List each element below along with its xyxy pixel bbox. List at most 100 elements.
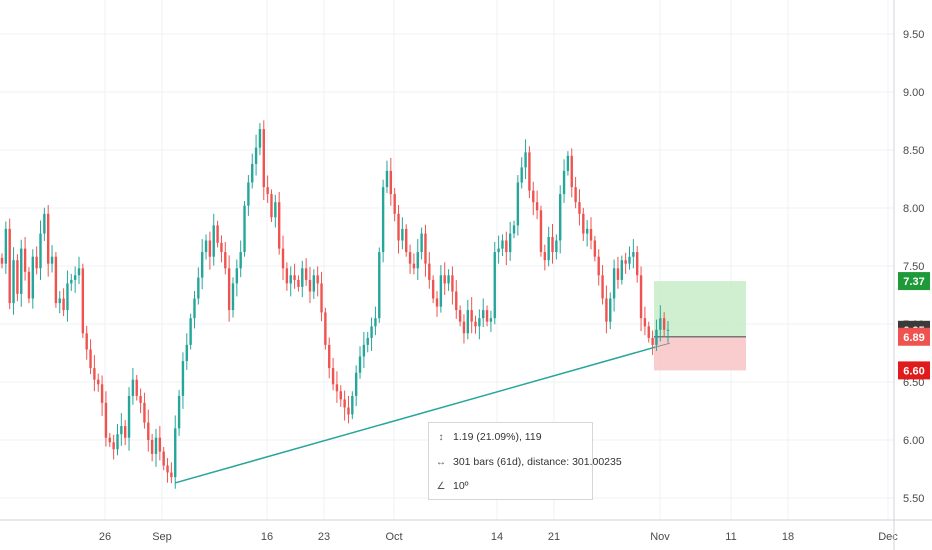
candle-body — [493, 252, 496, 319]
candle-body — [274, 202, 277, 218]
long-position-tool[interactable] — [654, 281, 746, 371]
candle-body — [266, 187, 269, 195]
horizontal-range-icon: ↔ — [436, 456, 446, 468]
candle-body — [443, 275, 446, 284]
price-tag-bg — [898, 361, 930, 380]
candle-body — [16, 260, 19, 294]
candle-body — [231, 283, 235, 311]
candle-body — [431, 279, 435, 299]
candle-body — [466, 310, 470, 334]
candle-body — [647, 326, 650, 338]
candle-body — [589, 228, 593, 241]
candle-body — [254, 147, 258, 164]
angle-row: ∠ 10º — [435, 480, 469, 492]
candle-body — [247, 182, 250, 206]
candle-body — [455, 291, 458, 311]
candle-body — [304, 268, 308, 280]
candle-body — [420, 233, 423, 253]
candle-body — [489, 318, 493, 322]
candle-body — [428, 263, 431, 280]
candle-body — [470, 310, 473, 322]
candle-body — [620, 260, 624, 280]
candle-body — [478, 318, 481, 327]
candle-body — [43, 213, 46, 234]
candle-body — [235, 268, 239, 284]
candle-body — [147, 422, 150, 440]
candle-body — [50, 256, 54, 264]
candle-body — [108, 437, 111, 443]
candle-body — [543, 252, 547, 261]
candle-body — [297, 279, 300, 287]
candle-body — [135, 379, 138, 396]
trendline-segment[interactable] — [174, 346, 656, 484]
candle-body — [208, 240, 212, 257]
candle-body — [123, 426, 127, 438]
candle-body — [312, 275, 316, 292]
profit-zone[interactable] — [654, 281, 746, 337]
candle-body — [485, 310, 489, 322]
candle-body — [516, 182, 520, 226]
candle-body — [197, 277, 200, 299]
price-tag-label: 6.89 — [903, 332, 924, 344]
candle-body — [120, 426, 123, 435]
y-tick-label: 9.00 — [903, 87, 924, 99]
vertical-range-icon: ↕ — [438, 431, 444, 443]
loss-zone[interactable] — [654, 336, 746, 371]
candle-body — [204, 240, 208, 253]
x-tick-label: 21 — [548, 531, 560, 543]
candle-body — [562, 170, 566, 195]
candle-body — [70, 279, 73, 284]
candle-body — [354, 372, 358, 396]
price-tag-label: 7.37 — [903, 276, 924, 288]
x-tick-label: 14 — [491, 531, 503, 543]
candle-body — [174, 428, 177, 478]
x-tick-label: 11 — [725, 531, 736, 543]
y-tick-label: 8.50 — [903, 145, 924, 157]
candle-body — [462, 321, 466, 334]
y-tick-label: 6.00 — [903, 435, 924, 447]
candle-body — [612, 268, 616, 299]
candle-body — [393, 194, 396, 214]
candle-body — [624, 260, 627, 264]
candle-body — [331, 368, 335, 385]
candle-body — [370, 326, 373, 338]
candle-body — [601, 275, 604, 299]
candle-body — [651, 337, 654, 345]
candle-body — [166, 465, 169, 473]
candle-body — [170, 472, 173, 478]
candle-body — [131, 379, 135, 396]
candle-body — [385, 170, 389, 188]
candle-body — [93, 368, 96, 380]
y-tick-label: 6.50 — [903, 377, 924, 389]
candle-body — [528, 152, 531, 191]
candle-body — [605, 298, 608, 322]
candle-body — [243, 205, 246, 253]
candle-body — [285, 268, 289, 284]
candle-body — [85, 333, 88, 350]
x-tick-label: Dec — [878, 531, 898, 543]
candle-body — [39, 233, 42, 269]
candle-body — [659, 318, 662, 330]
candle-body — [293, 275, 296, 280]
candle-body — [416, 252, 419, 269]
trendline[interactable] — [174, 342, 671, 484]
candle-body — [181, 361, 185, 396]
candle-body — [381, 187, 385, 253]
candle-body — [520, 167, 523, 183]
candle-body — [497, 248, 500, 253]
candle-body — [227, 268, 231, 311]
price-range-row: ↕ 1.19 (21.09%), 119 — [435, 431, 542, 443]
candle-body — [339, 391, 342, 400]
candle-body — [401, 228, 404, 241]
candle-body — [216, 225, 219, 243]
bars-range-row: ↔ 301 bars (61d), distance: 301.00235 — [435, 456, 622, 468]
candle-body — [609, 298, 612, 322]
x-tick-label: 18 — [782, 531, 794, 543]
candle-body — [35, 256, 38, 269]
candle-body — [224, 252, 227, 269]
candle-body — [324, 312, 327, 345]
candle-body — [270, 194, 273, 218]
candle-body — [281, 248, 285, 269]
